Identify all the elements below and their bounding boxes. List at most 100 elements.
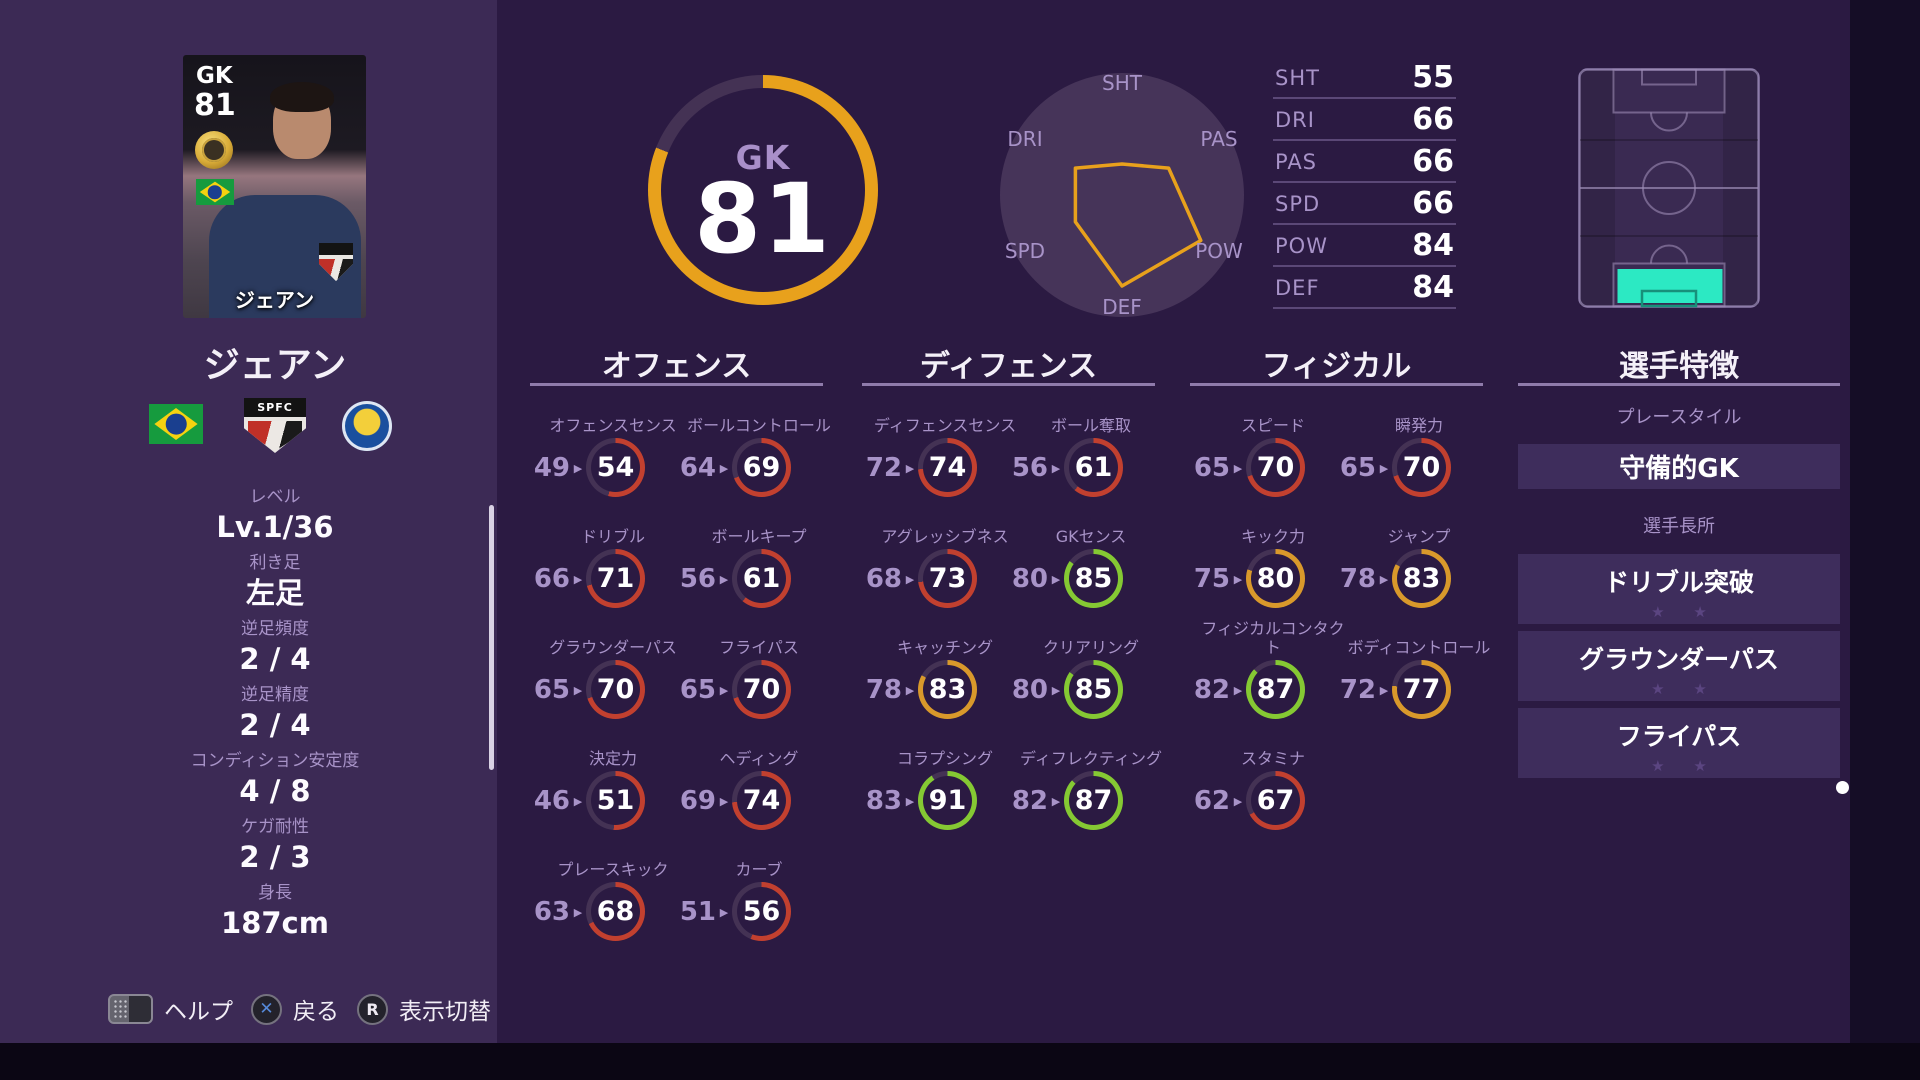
attribute-label: 逆足精度: [241, 685, 309, 705]
stat-base-value: 78: [1339, 563, 1376, 594]
gauge-position: GK: [735, 138, 791, 177]
controller-hint[interactable]: ヘルプ: [108, 992, 233, 1026]
boost-arrow-icon: ▶: [1051, 684, 1061, 697]
attribute-value: 187cm: [221, 906, 329, 940]
controller-hint-label: 戻る: [293, 999, 339, 1025]
sidebar-scrollbar[interactable]: [489, 505, 494, 770]
attribute-label: レベル: [249, 487, 301, 507]
power-stat-label: PAS: [1275, 150, 1318, 174]
stat-column-title: ディフェンス: [919, 349, 1098, 384]
skill-stars: ★ ★: [1651, 680, 1719, 698]
radar-axis-label: DEF: [1102, 295, 1142, 319]
card-rating: 81: [194, 88, 236, 123]
club-badge-text: SPFC: [244, 398, 306, 417]
stat-current-value: 70: [1256, 452, 1295, 483]
rarity-coin-icon: [195, 131, 233, 169]
radar-chart: SHT PAS POW DEF SPD DRI: [982, 50, 1262, 340]
stat-ring: 74: [732, 771, 791, 830]
stat-label: ドリブル: [580, 527, 645, 546]
stat-cell: ドリブル 66 ▶ 71: [522, 509, 668, 613]
controller-hint[interactable]: R 表示切替: [357, 992, 491, 1026]
boost-arrow-icon: ▶: [1379, 573, 1389, 586]
traits-title: 選手特徴: [1619, 349, 1739, 384]
boost-arrow-icon: ▶: [905, 573, 915, 586]
power-stat-label: DRI: [1275, 108, 1315, 132]
boost-arrow-icon: ▶: [719, 462, 729, 475]
stat-cell: クリアリング 80 ▶ 85: [1000, 620, 1146, 724]
stat-ring: 70: [1246, 438, 1305, 497]
skill-stars: ★ ★: [1651, 603, 1719, 621]
boost-arrow-icon: ▶: [719, 795, 729, 808]
stat-cell: GKセンス 80 ▶ 85: [1000, 509, 1146, 613]
power-stat-label: SPD: [1275, 192, 1321, 216]
boost-arrow-icon: ▶: [1379, 684, 1389, 697]
touchpad-button-icon: [108, 994, 153, 1024]
stat-label: ボールキープ: [711, 527, 807, 546]
boost-arrow-icon: ▶: [1233, 684, 1243, 697]
power-stat-label: DEF: [1275, 276, 1320, 300]
stat-cell: 決定力 46 ▶ 51: [522, 731, 668, 835]
attribute-row: コンディション安定度 4 / 8: [50, 750, 500, 816]
radar-axis-label: PAS: [1200, 127, 1237, 151]
controller-hint-label: ヘルプ: [164, 999, 233, 1025]
boost-arrow-icon: ▶: [1233, 573, 1243, 586]
nationality-flag-icon: [149, 404, 203, 444]
boost-arrow-icon: ▶: [905, 684, 915, 697]
stat-base-value: 82: [1011, 785, 1048, 816]
stat-cell: ディフレクティング 82 ▶ 87: [1000, 731, 1162, 835]
stat-label: グラウンダーパス: [549, 638, 677, 657]
stat-ring: 73: [918, 549, 977, 608]
power-stat-value: 84: [1412, 228, 1454, 263]
stat-cell: ディフェンスセンス 72 ▶ 74: [854, 398, 1016, 502]
playstyle-button[interactable]: 守備的GK: [1518, 444, 1840, 489]
stat-base-value: 46: [533, 785, 570, 816]
stat-ring: 80: [1246, 549, 1305, 608]
attribute-row: 身長 187cm: [50, 882, 500, 948]
skill-item[interactable]: ドリブル突破 ★ ★: [1518, 554, 1840, 624]
stat-cell: ボール奪取 56 ▶ 61: [1000, 398, 1146, 502]
screen-right-edge: [1850, 0, 1920, 1043]
attribute-row: 逆足精度 2 / 4: [50, 684, 500, 750]
cross-button-icon: ✕: [251, 993, 282, 1025]
controller-hint[interactable]: ✕ 戻る: [251, 992, 339, 1026]
stat-current-value: 74: [742, 785, 781, 816]
stat-label: ディフェンスセンス: [873, 416, 1017, 435]
stat-base-value: 56: [679, 563, 716, 594]
stat-label: カーブ: [735, 860, 783, 879]
stat-base-value: 68: [865, 563, 902, 594]
club-badge-icon: SPFC: [244, 398, 306, 453]
stat-current-value: 74: [928, 452, 967, 483]
stat-cell: グラウンダーパス 65 ▶ 70: [522, 620, 677, 724]
stat-label: スタミナ: [1240, 749, 1305, 768]
stat-label: GKセンス: [1055, 527, 1127, 546]
stat-cell: フライパス 65 ▶ 70: [668, 620, 814, 724]
stat-ring: 83: [1392, 549, 1451, 608]
stat-label: キャッチング: [896, 638, 993, 657]
stat-current-value: 85: [1074, 674, 1113, 705]
stat-column-3: フィジカル スピード 65 ▶ 70 瞬発力 65 ▶ 70: [1190, 341, 1490, 835]
stat-ring: 54: [586, 438, 645, 497]
attribute-label: コンディション安定度: [190, 751, 360, 771]
attribute-row: 利き足 左足: [50, 552, 500, 618]
stat-base-value: 66: [533, 563, 570, 594]
power-stat-label: SHT: [1275, 66, 1320, 90]
stat-base-value: 80: [1011, 674, 1048, 705]
player-attribute-list: レベル Lv.1/36 利き足 左足 逆足頻度 2 / 4 逆足精度 2 / 4 コンデ…: [50, 486, 500, 948]
skill-item[interactable]: グラウンダーパス ★ ★: [1518, 631, 1840, 701]
boost-arrow-icon: ▶: [573, 795, 583, 808]
stat-label: アグレッシブネス: [881, 527, 1009, 546]
page-dot-1[interactable]: [1836, 781, 1849, 794]
boost-arrow-icon: ▶: [573, 684, 583, 697]
stat-ring: 77: [1392, 660, 1451, 719]
stat-column-title: オフェンス: [601, 349, 752, 384]
stat-ring: 56: [732, 882, 791, 941]
stat-label: クリアリング: [1042, 638, 1139, 657]
attribute-value: 2 / 4: [239, 708, 311, 742]
attribute-value: 左足: [245, 576, 304, 610]
skill-item[interactable]: フライパス ★ ★: [1518, 708, 1840, 778]
stat-label: 決定力: [588, 749, 637, 768]
boost-arrow-icon: ▶: [1051, 573, 1061, 586]
stat-base-value: 72: [1339, 674, 1376, 705]
stat-current-value: 61: [742, 563, 781, 594]
